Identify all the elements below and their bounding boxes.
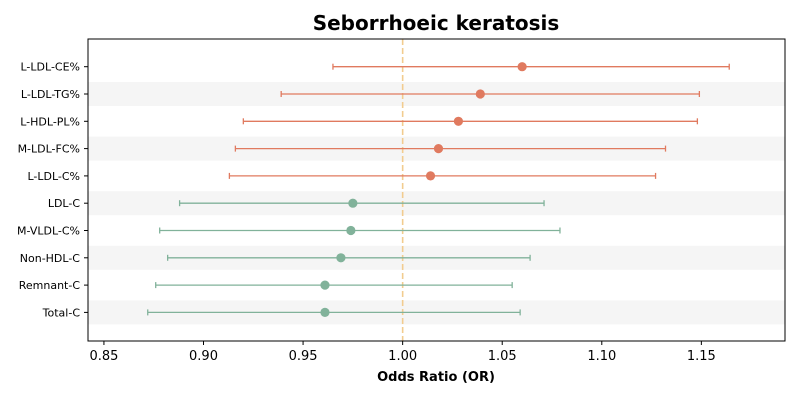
axes: L-LDL-CE% L-LDL-TG% L-HDL-PL% M-LDL-FC% L-LD… [17,38,786,364]
x-tick-label: 1.10 [587,349,616,364]
or-point [433,144,444,154]
estimates-layer [147,62,730,317]
or-point [453,116,464,126]
x-tick-label: 1.00 [388,349,417,364]
x-tick-label: 1.05 [488,349,517,364]
y-tick-label: Remnant-C [19,279,81,292]
x-tick-label: 0.90 [189,349,218,364]
or-point [346,225,356,236]
x-tick-label: 1.15 [687,349,716,364]
or-point [425,171,436,181]
y-tick-label: L-HDL-PL% [20,115,80,128]
or-point [320,280,330,290]
chart-title: Seborrhoeic keratosis [313,11,560,35]
x-tick-label: 0.95 [289,349,318,364]
y-tick-label: Total-C [42,306,81,319]
or-point [348,198,358,208]
or-point [336,253,346,263]
plot-frame [87,38,786,342]
y-tick-label: L-LDL-C% [27,170,80,183]
y-tick-label: Non-HDL-C [20,252,81,265]
or-point [320,307,330,317]
x-tick-label: 0.85 [89,349,118,364]
y-tick-label: M-LDL-FC% [18,143,80,156]
or-point [517,62,527,72]
or-point [475,89,485,99]
y-tick-label: LDL-C [48,197,81,210]
y-tick-label: L-LDL-CE% [21,61,81,74]
y-tick-label: M-VLDL-C% [17,225,80,238]
y-tick-label: L-LDL-TG% [21,88,80,101]
x-axis-label: Odds Ratio (OR) [377,370,495,385]
